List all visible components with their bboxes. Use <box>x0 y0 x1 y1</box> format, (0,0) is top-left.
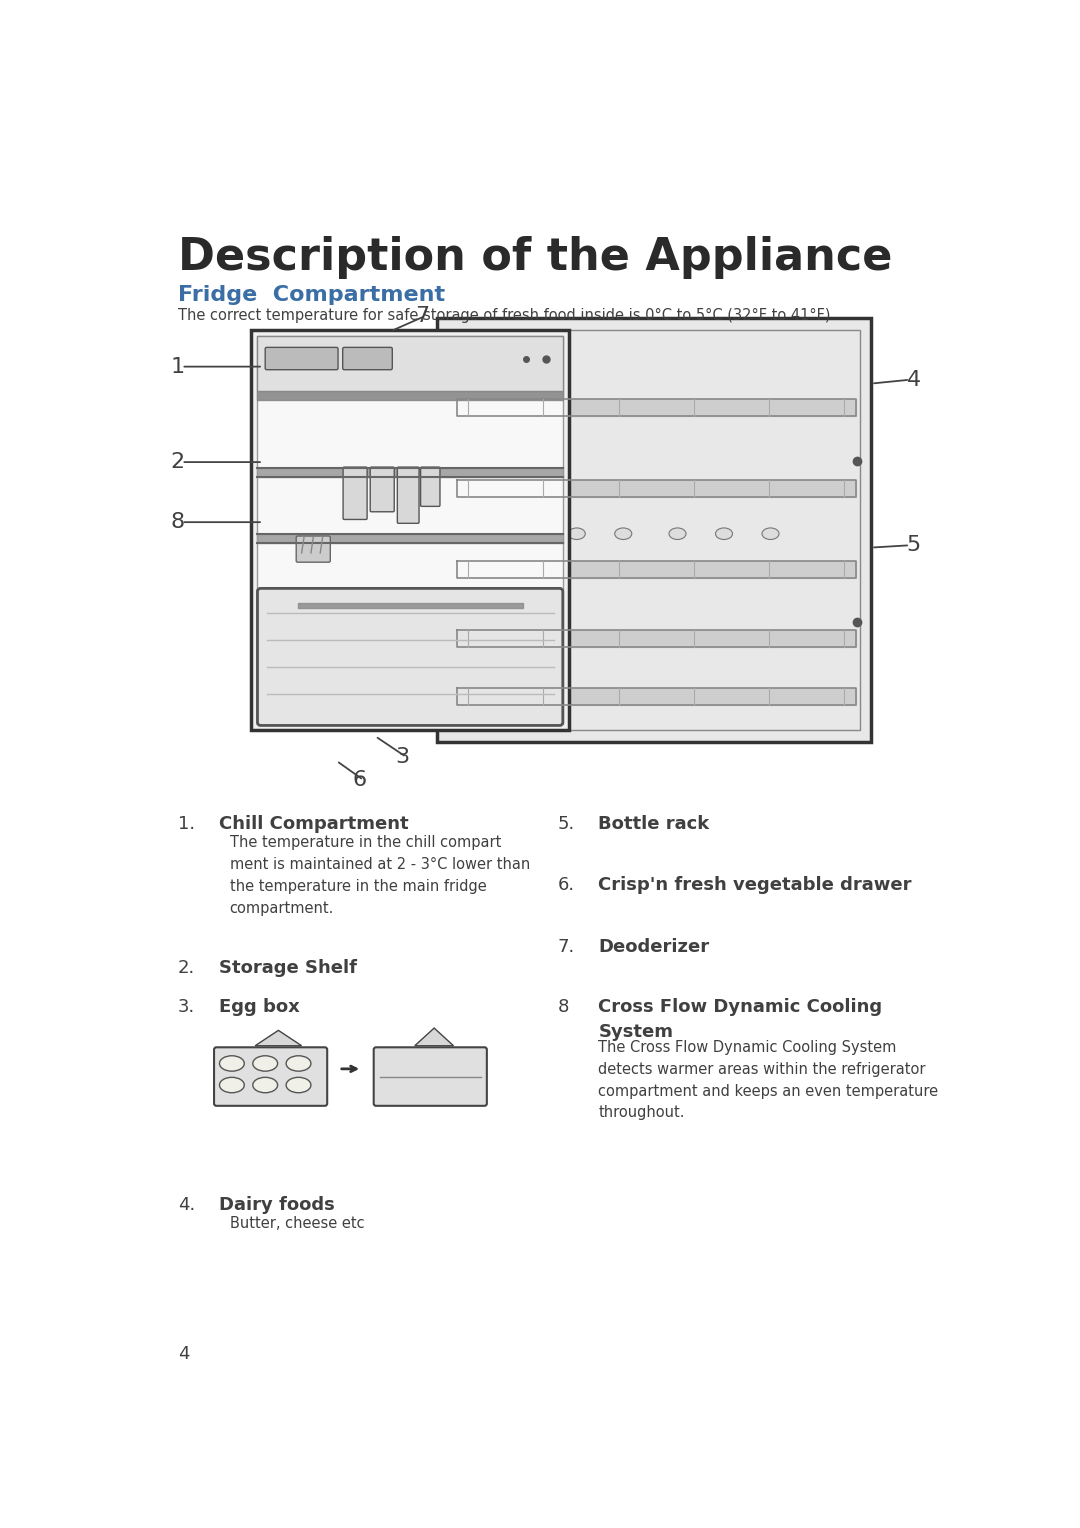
Text: 7.: 7. <box>557 938 575 957</box>
Ellipse shape <box>253 1077 278 1093</box>
FancyBboxPatch shape <box>252 330 569 730</box>
Text: 1: 1 <box>171 356 185 376</box>
Text: 2.: 2. <box>177 958 194 976</box>
FancyBboxPatch shape <box>374 1047 487 1106</box>
Text: 8: 8 <box>557 998 569 1016</box>
FancyBboxPatch shape <box>370 468 394 512</box>
Text: 3.: 3. <box>177 998 194 1016</box>
FancyBboxPatch shape <box>420 468 440 506</box>
Ellipse shape <box>669 529 686 539</box>
Text: 4: 4 <box>907 370 921 390</box>
Text: Dairy foods: Dairy foods <box>218 1196 335 1213</box>
Text: Bottle rack: Bottle rack <box>598 814 710 833</box>
Text: 6: 6 <box>353 770 367 790</box>
Text: The temperature in the chill compart
ment is maintained at 2 - 3°C lower than
th: The temperature in the chill compart men… <box>230 834 530 917</box>
Ellipse shape <box>522 529 539 539</box>
Text: Storage Shelf: Storage Shelf <box>218 958 356 976</box>
FancyBboxPatch shape <box>343 468 367 520</box>
Text: Egg box: Egg box <box>218 998 299 1016</box>
Text: 4: 4 <box>177 1345 189 1363</box>
Text: 6.: 6. <box>557 877 575 894</box>
Text: 7: 7 <box>415 306 429 325</box>
Text: 2: 2 <box>171 452 185 472</box>
Text: Deoderizer: Deoderizer <box>598 938 710 957</box>
FancyBboxPatch shape <box>296 536 330 562</box>
Text: Crisp'n fresh vegetable drawer: Crisp'n fresh vegetable drawer <box>598 877 912 894</box>
Text: 1.: 1. <box>177 814 194 833</box>
FancyBboxPatch shape <box>257 336 563 391</box>
Ellipse shape <box>615 529 632 539</box>
FancyBboxPatch shape <box>266 347 338 370</box>
Text: 5: 5 <box>907 535 921 555</box>
Text: 3: 3 <box>395 747 409 767</box>
Text: Butter, cheese etc: Butter, cheese etc <box>230 1216 364 1232</box>
Text: The Cross Flow Dynamic Cooling System
detects warmer areas within the refrigerat: The Cross Flow Dynamic Cooling System de… <box>598 1041 939 1120</box>
Text: 8: 8 <box>171 512 185 532</box>
Text: 4.: 4. <box>177 1196 194 1213</box>
Polygon shape <box>255 1030 301 1045</box>
Text: Chill Compartment: Chill Compartment <box>218 814 408 833</box>
Ellipse shape <box>568 529 585 539</box>
Text: The correct temperature for safe storage of fresh food inside is 0°C to 5°C (32°: The correct temperature for safe storage… <box>177 309 831 322</box>
Text: Cross Flow Dynamic Cooling
System: Cross Flow Dynamic Cooling System <box>598 998 882 1041</box>
Text: 5.: 5. <box>557 814 575 833</box>
Ellipse shape <box>475 529 492 539</box>
Ellipse shape <box>219 1056 244 1071</box>
Ellipse shape <box>286 1056 311 1071</box>
FancyBboxPatch shape <box>214 1047 327 1106</box>
FancyBboxPatch shape <box>257 588 563 726</box>
Text: Description of the Appliance: Description of the Appliance <box>177 235 892 278</box>
Text: Fridge  Compartment: Fridge Compartment <box>177 286 445 306</box>
Polygon shape <box>415 1028 454 1045</box>
Ellipse shape <box>286 1077 311 1093</box>
Ellipse shape <box>253 1056 278 1071</box>
FancyBboxPatch shape <box>257 336 563 724</box>
Ellipse shape <box>219 1077 244 1093</box>
FancyBboxPatch shape <box>397 468 419 523</box>
Ellipse shape <box>715 529 732 539</box>
Ellipse shape <box>762 529 779 539</box>
FancyBboxPatch shape <box>342 347 392 370</box>
FancyBboxPatch shape <box>437 318 872 741</box>
